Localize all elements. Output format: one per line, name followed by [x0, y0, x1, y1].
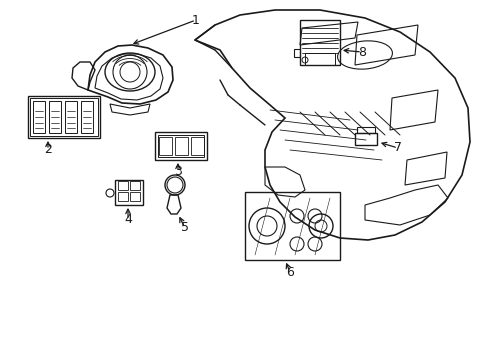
- Bar: [115, 180, 142, 205]
- Bar: [33, 101, 45, 133]
- Text: 6: 6: [285, 265, 293, 279]
- Bar: [191, 137, 203, 155]
- Bar: [299, 20, 339, 65]
- Bar: [175, 137, 187, 155]
- Bar: [158, 135, 203, 157]
- Bar: [305, 53, 334, 65]
- Bar: [130, 192, 140, 201]
- Bar: [118, 181, 128, 190]
- Bar: [155, 132, 206, 160]
- Bar: [118, 192, 128, 201]
- Bar: [159, 137, 172, 155]
- Bar: [30, 98, 98, 136]
- Text: 4: 4: [124, 213, 132, 226]
- Bar: [130, 181, 140, 190]
- Bar: [49, 101, 61, 133]
- Text: 7: 7: [393, 141, 401, 154]
- Bar: [65, 101, 77, 133]
- Text: 8: 8: [357, 45, 365, 58]
- Text: 2: 2: [44, 144, 52, 157]
- Bar: [81, 101, 93, 133]
- Text: 1: 1: [192, 13, 200, 27]
- Text: 5: 5: [181, 221, 189, 234]
- Bar: [28, 96, 100, 138]
- Bar: [244, 192, 339, 260]
- Text: 3: 3: [174, 166, 182, 179]
